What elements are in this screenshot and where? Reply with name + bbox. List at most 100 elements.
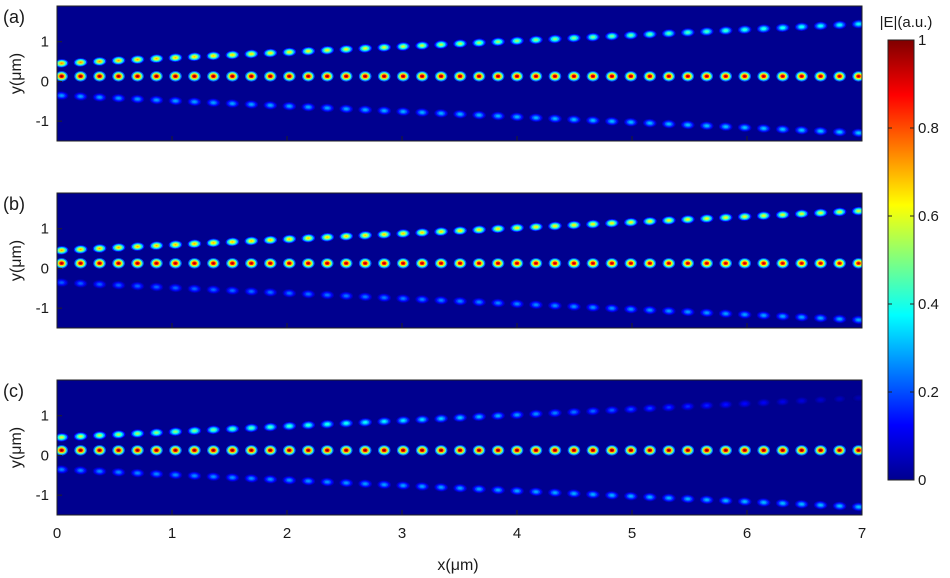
field-spot: [756, 498, 771, 507]
field-spot: [188, 445, 201, 456]
field-spot: [832, 127, 847, 137]
field-spot: [150, 258, 163, 269]
field-spot: [832, 314, 847, 324]
field-spot: [358, 71, 372, 82]
field-spot: [434, 296, 448, 305]
field-spot: [415, 295, 429, 304]
field-spot: [131, 71, 144, 82]
field-spot: [358, 418, 372, 427]
field-spot: [491, 224, 505, 234]
field-spot: [111, 56, 126, 65]
field-spot: [643, 305, 657, 315]
field-spot: [699, 401, 714, 410]
field-spot: [662, 306, 676, 316]
field-spot: [681, 258, 695, 269]
field-spot: [680, 307, 695, 317]
field-spot: [794, 396, 809, 406]
field-spot: [415, 258, 429, 269]
field-spot: [699, 308, 714, 317]
field-spot: [168, 240, 183, 249]
field-spot: [188, 71, 201, 82]
field-spot: [339, 71, 353, 82]
field-spot: [491, 485, 505, 495]
field-spot: [377, 445, 391, 456]
field-spot: [681, 445, 695, 456]
field-spot: [282, 47, 297, 57]
field-spot: [643, 404, 657, 413]
field-spot: [567, 33, 581, 43]
field-spot: [377, 417, 391, 426]
field-spot: [700, 258, 714, 269]
field-spots: [57, 19, 862, 138]
field-spot: [130, 429, 145, 438]
y-tick-label: 0: [41, 260, 49, 277]
field-spot: [814, 258, 827, 269]
field-spot: [377, 258, 391, 269]
field-spot: [624, 118, 638, 127]
field-spot: [529, 445, 543, 456]
field-spot: [301, 102, 316, 112]
field-spot: [207, 258, 220, 269]
field-spot: [737, 497, 752, 506]
field-spot: [206, 472, 221, 481]
field-spot: [301, 233, 316, 243]
field-spot: [244, 287, 259, 296]
field-spot: [244, 100, 259, 109]
y-tick-label: 1: [41, 34, 49, 51]
field-spot: [491, 37, 505, 47]
field-spot: [225, 237, 240, 247]
field-spot: [225, 286, 240, 295]
field-spot: [188, 258, 201, 269]
field-spot: [206, 51, 221, 61]
field-spot: [605, 218, 619, 228]
field-spot: [93, 71, 106, 82]
field-spot: [586, 116, 600, 125]
x-tick-label: 3: [398, 525, 406, 542]
field-spot: [756, 24, 771, 33]
field-spot: [776, 258, 789, 269]
field-spot: [283, 445, 296, 456]
field-spot: [718, 400, 733, 409]
field-spot: [605, 304, 619, 313]
field-spot: [377, 480, 391, 489]
field-spot: [415, 41, 429, 50]
field-spot: [73, 466, 88, 475]
field-spot: [491, 298, 505, 308]
field-spot: [245, 445, 258, 456]
field-spot: [737, 399, 752, 408]
field-spot: [586, 490, 600, 499]
x-tick-label: 4: [513, 525, 521, 542]
field-spot: [358, 231, 372, 240]
field-spot: [719, 71, 733, 82]
field-spot: [738, 71, 751, 82]
field-spot: [794, 22, 809, 32]
field-spot: [282, 476, 297, 485]
colorbar-tick-label: 1: [918, 32, 926, 49]
field-spot: [510, 299, 524, 309]
colorbar-label: |E|(a.u.): [880, 14, 933, 31]
field-spot: [548, 71, 562, 82]
field-spot: [453, 297, 467, 306]
field-spot: [282, 421, 297, 431]
field-spot: [453, 445, 467, 456]
field-spot: [586, 32, 600, 42]
field-spot: [57, 433, 69, 442]
field-spot: [244, 423, 259, 433]
field-spot: [472, 258, 486, 269]
field-spot: [605, 31, 619, 41]
field-spot: [624, 31, 638, 40]
axes-frame: [56, 379, 863, 516]
field-spot: [244, 474, 259, 483]
field-spot: [149, 54, 164, 63]
field-spot: [131, 258, 144, 269]
field-spot: [738, 258, 751, 269]
x-tick-label: 0: [53, 525, 61, 542]
y-axis-label: y(μm): [8, 240, 25, 281]
field-spot: [92, 280, 107, 289]
x-tick-label: 6: [743, 525, 751, 542]
field-spot: [832, 20, 847, 30]
field-spot: [207, 71, 220, 82]
field-spot: [662, 29, 676, 38]
field-spot: [282, 289, 297, 298]
field-spot: [813, 21, 828, 31]
